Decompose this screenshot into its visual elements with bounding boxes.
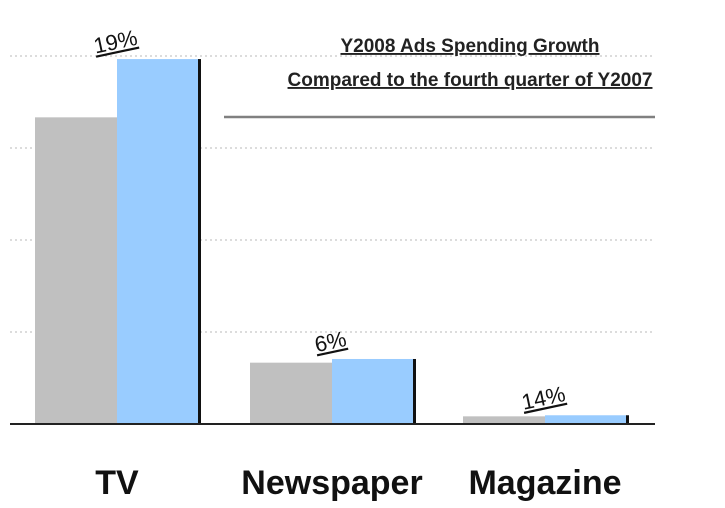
category-label-magazine: Magazine (468, 464, 621, 502)
bar-shadow-edge (413, 358, 416, 424)
chart-subtitle: Compared to the fourth quarter of Y2007 (288, 70, 653, 91)
chart-title: Y2008 Ads Spending Growth (340, 36, 599, 57)
bar-tv-series-1 (35, 117, 117, 424)
bar-magazine-series-1 (463, 416, 545, 424)
category-label-newspaper: Newspaper (241, 464, 422, 502)
category-labels-group: TV Newspaper Magazine (95, 464, 621, 502)
bar-newspaper-series-1 (250, 362, 332, 424)
bar-shadow-edge (198, 59, 201, 425)
bar-newspaper-series-2 (332, 358, 414, 424)
category-label-tv: TV (95, 464, 139, 502)
bar-shadow-edge (626, 415, 629, 424)
growth-label-newspaper: 6% (312, 326, 348, 357)
growth-label-tv: 19% (91, 25, 139, 59)
bars-group (35, 59, 629, 425)
bar-tv-series-2 (117, 59, 199, 425)
bar-magazine-series-2 (545, 415, 627, 424)
growth-label-magazine: 14% (519, 381, 567, 415)
